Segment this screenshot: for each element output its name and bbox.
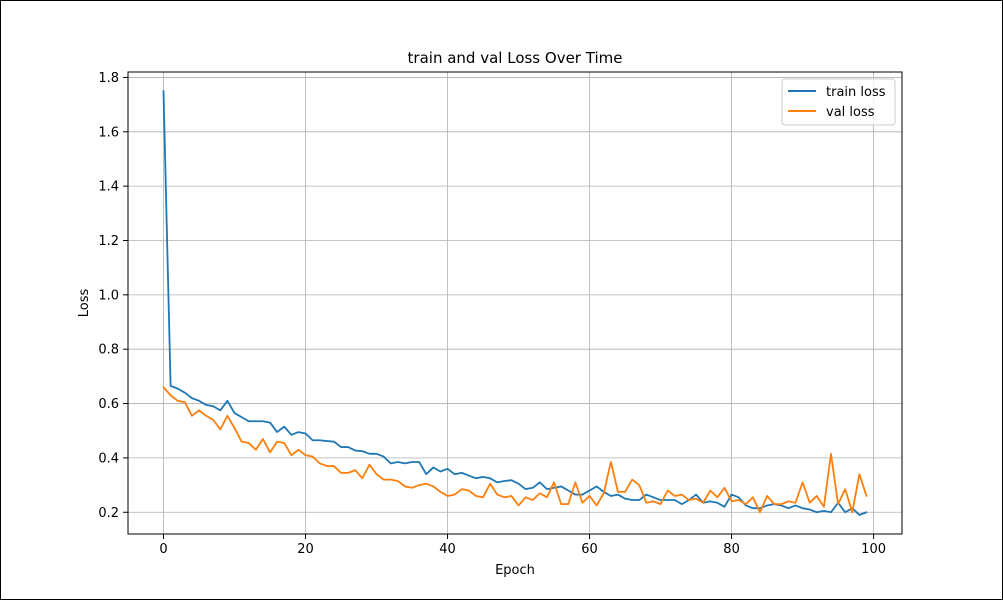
y-tick-label: 0.8 <box>98 343 119 358</box>
chart-title: train and val Loss Over Time <box>408 49 623 67</box>
series-lines <box>162 90 868 516</box>
y-tick-label: 1.0 <box>98 288 119 303</box>
legend-label-train-loss: train loss <box>826 85 886 100</box>
y-tick-label: 1.4 <box>98 180 119 195</box>
plot-frame <box>127 71 903 535</box>
legend-label-val-loss: val loss <box>826 105 875 120</box>
x-axis: 0 20 40 60 80 100 <box>159 534 886 557</box>
y-axis: 0.2 0.4 0.6 0.8 1.0 1.2 1.4 1.6 1.8 <box>98 71 128 521</box>
train-loss-line <box>162 90 868 516</box>
y-tick-label: 1.2 <box>98 234 119 249</box>
x-tick-label: 100 <box>861 542 886 557</box>
grid <box>128 72 902 534</box>
x-tick-label: 20 <box>297 542 314 557</box>
y-tick-label: 0.2 <box>98 506 119 521</box>
y-tick-label: 0.4 <box>98 451 119 466</box>
y-tick-label: 1.8 <box>98 71 119 86</box>
legend: train loss val loss <box>781 78 896 126</box>
y-axis-label: Loss <box>77 289 92 318</box>
x-tick-label: 60 <box>581 542 598 557</box>
y-tick-label: 0.6 <box>98 397 119 412</box>
x-axis-label: Epoch <box>495 563 535 578</box>
x-tick-label: 0 <box>159 542 167 557</box>
x-tick-label: 80 <box>723 542 740 557</box>
x-tick-label: 40 <box>439 542 456 557</box>
val-loss-line <box>162 386 868 514</box>
plot-area <box>128 72 902 534</box>
y-tick-label: 1.6 <box>98 125 119 140</box>
